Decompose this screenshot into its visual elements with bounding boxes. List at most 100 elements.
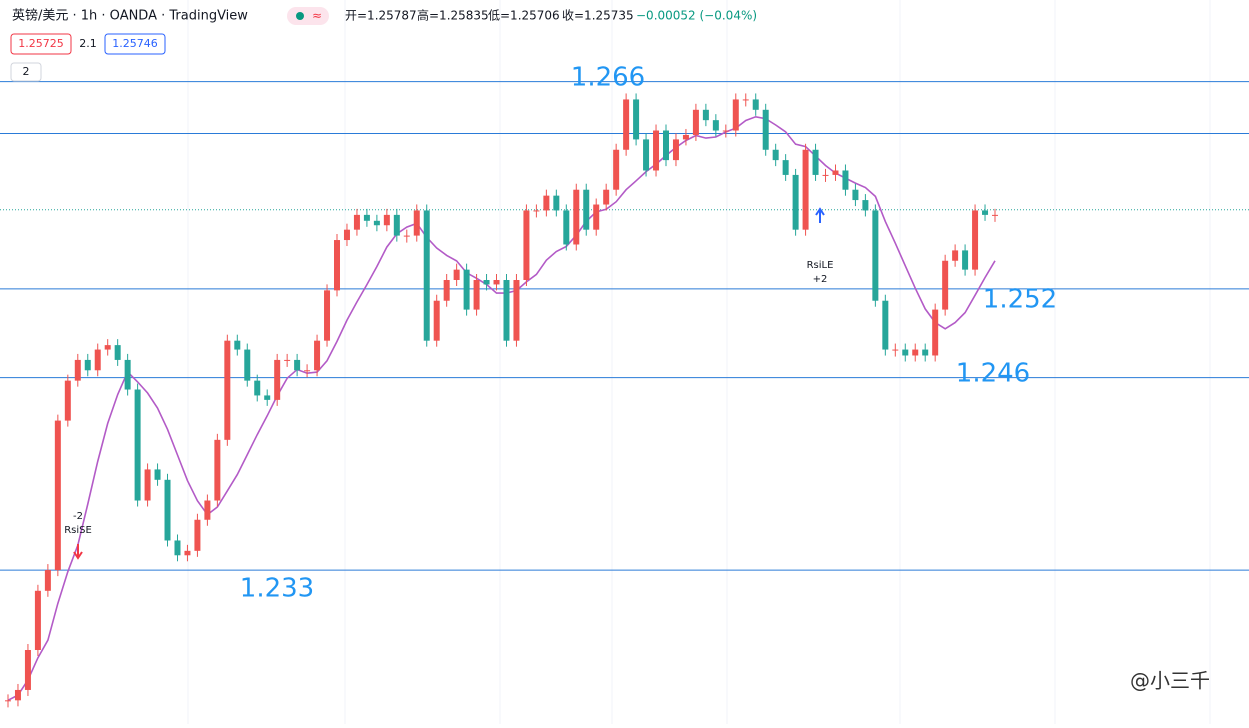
ohlc-high: 高=1.25835 bbox=[417, 8, 489, 23]
candle-body bbox=[712, 120, 719, 131]
symbol: 英镑/美元 · 1h · OANDA · TradingView bbox=[12, 8, 248, 24]
candle-body bbox=[692, 109, 699, 135]
candle-body bbox=[104, 345, 111, 350]
ohlc-change: −0.00052 (−0.04%) bbox=[636, 9, 757, 23]
candle-body bbox=[573, 189, 580, 245]
candle-body bbox=[762, 109, 769, 150]
signal-qty: +2 bbox=[813, 274, 828, 285]
candle-body bbox=[603, 189, 610, 205]
candle-body bbox=[752, 99, 759, 110]
candle-body bbox=[413, 210, 420, 236]
candle-body bbox=[403, 235, 410, 237]
candle-body bbox=[254, 380, 261, 396]
candle-body bbox=[782, 160, 789, 175]
candle-body bbox=[54, 420, 61, 571]
candle-body bbox=[882, 300, 889, 350]
sell-button[interactable] bbox=[10, 33, 72, 55]
candle-body bbox=[792, 174, 799, 230]
candle-body bbox=[154, 469, 161, 480]
candle-body bbox=[483, 280, 490, 285]
level-label: 1.252 bbox=[983, 285, 1057, 315]
level-label: 1.266 bbox=[571, 63, 645, 93]
candle-body bbox=[822, 174, 829, 176]
candle-body bbox=[64, 380, 71, 421]
candle-body bbox=[264, 395, 271, 400]
candle-body bbox=[24, 650, 31, 690]
sell-price: 1.25725 bbox=[18, 37, 64, 50]
candle-body bbox=[224, 340, 231, 440]
candle-body bbox=[992, 214, 998, 216]
candle-body bbox=[353, 214, 360, 230]
badge-bg[interactable] bbox=[287, 7, 329, 25]
candle-body bbox=[174, 540, 181, 556]
indicator-count: 2 bbox=[23, 65, 30, 78]
candle-body bbox=[343, 229, 350, 241]
candle-body bbox=[274, 359, 281, 400]
candle-body bbox=[234, 340, 241, 350]
buy-button[interactable] bbox=[104, 33, 166, 55]
candle-body bbox=[962, 250, 969, 270]
candle-body bbox=[493, 280, 500, 285]
candle-body bbox=[34, 590, 41, 650]
candle-body bbox=[832, 170, 839, 175]
candle-body bbox=[314, 340, 321, 371]
candle-body bbox=[772, 149, 779, 161]
candle-body bbox=[862, 200, 869, 211]
candle-body bbox=[114, 345, 121, 360]
candle-body bbox=[14, 689, 21, 701]
candle-body bbox=[912, 349, 919, 356]
candle-body bbox=[194, 519, 201, 551]
indicator-toggle[interactable] bbox=[10, 62, 42, 82]
candle-body bbox=[672, 139, 679, 161]
candle-body bbox=[513, 280, 520, 341]
candle-body bbox=[244, 349, 251, 381]
candle-body bbox=[842, 170, 849, 190]
candle-body bbox=[423, 210, 430, 341]
candle-body bbox=[613, 149, 620, 190]
candle-body bbox=[892, 349, 899, 351]
candle-body bbox=[922, 349, 929, 356]
signal-label: RsiSE bbox=[64, 525, 92, 536]
signal-label: RsiLE bbox=[807, 260, 834, 271]
candle-body bbox=[952, 250, 959, 261]
candle-body bbox=[633, 99, 640, 140]
candle-body bbox=[643, 139, 650, 171]
candle-body bbox=[872, 210, 879, 301]
candle-body bbox=[982, 210, 989, 215]
candle-body bbox=[84, 359, 91, 371]
candle-body bbox=[812, 149, 819, 175]
candle-body bbox=[363, 214, 370, 221]
candle-body bbox=[523, 210, 530, 280]
candle-body bbox=[473, 280, 480, 310]
candle-body bbox=[553, 195, 560, 211]
level-label: 1.246 bbox=[956, 359, 1030, 389]
spread: 2.1 bbox=[79, 37, 97, 50]
candle-body bbox=[324, 290, 331, 341]
signal-arrow bbox=[815, 207, 825, 223]
grid bbox=[187, 0, 1211, 724]
candle-body bbox=[214, 439, 221, 501]
candle-body bbox=[44, 570, 51, 591]
candle-body bbox=[742, 99, 749, 101]
candle-body bbox=[393, 214, 400, 236]
candle-body bbox=[134, 389, 141, 501]
candle-body bbox=[942, 260, 949, 310]
candle-body bbox=[583, 189, 590, 230]
header: 英镑/美元 · 1h · OANDA · TradingView ≈ 开=1.2… bbox=[10, 7, 757, 82]
candle-body bbox=[902, 349, 909, 356]
candle-body bbox=[144, 469, 151, 501]
candle-body bbox=[623, 99, 630, 150]
candle-body bbox=[453, 269, 460, 280]
candle-body bbox=[164, 479, 171, 541]
candle-body bbox=[543, 195, 550, 211]
candle-body bbox=[852, 189, 859, 201]
candle-body bbox=[802, 149, 809, 230]
signal-arrow bbox=[73, 544, 83, 560]
candle-body bbox=[184, 550, 191, 556]
candle-body bbox=[304, 370, 311, 372]
moving-average-line bbox=[7, 115, 996, 702]
candle-body bbox=[972, 210, 979, 270]
plot-area: 1.266 1.252 1.246 1.233 -2 RsiSE +2 RsiLE bbox=[0, 63, 1249, 708]
candle-body bbox=[204, 500, 211, 520]
candle-body bbox=[563, 210, 570, 245]
